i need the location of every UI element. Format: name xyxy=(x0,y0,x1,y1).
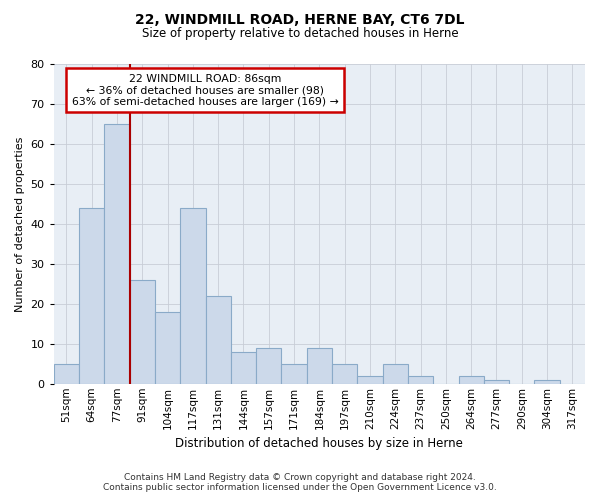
Bar xyxy=(180,208,206,384)
Bar xyxy=(281,364,307,384)
Bar xyxy=(408,376,433,384)
Bar xyxy=(332,364,358,384)
Bar xyxy=(358,376,383,384)
Text: Size of property relative to detached houses in Herne: Size of property relative to detached ho… xyxy=(142,28,458,40)
Bar xyxy=(256,348,281,384)
Bar xyxy=(307,348,332,384)
Text: Contains HM Land Registry data © Crown copyright and database right 2024.
Contai: Contains HM Land Registry data © Crown c… xyxy=(103,473,497,492)
Text: 22 WINDMILL ROAD: 86sqm
← 36% of detached houses are smaller (98)
63% of semi-de: 22 WINDMILL ROAD: 86sqm ← 36% of detache… xyxy=(72,74,338,107)
Bar xyxy=(206,296,231,384)
Text: 22, WINDMILL ROAD, HERNE BAY, CT6 7DL: 22, WINDMILL ROAD, HERNE BAY, CT6 7DL xyxy=(135,12,465,26)
Bar xyxy=(458,376,484,384)
Bar xyxy=(484,380,509,384)
Y-axis label: Number of detached properties: Number of detached properties xyxy=(15,136,25,312)
Bar xyxy=(54,364,79,384)
Bar xyxy=(231,352,256,384)
Bar xyxy=(383,364,408,384)
Bar xyxy=(104,124,130,384)
Bar xyxy=(79,208,104,384)
Bar xyxy=(130,280,155,384)
Bar xyxy=(535,380,560,384)
X-axis label: Distribution of detached houses by size in Herne: Distribution of detached houses by size … xyxy=(175,437,463,450)
Bar xyxy=(155,312,180,384)
